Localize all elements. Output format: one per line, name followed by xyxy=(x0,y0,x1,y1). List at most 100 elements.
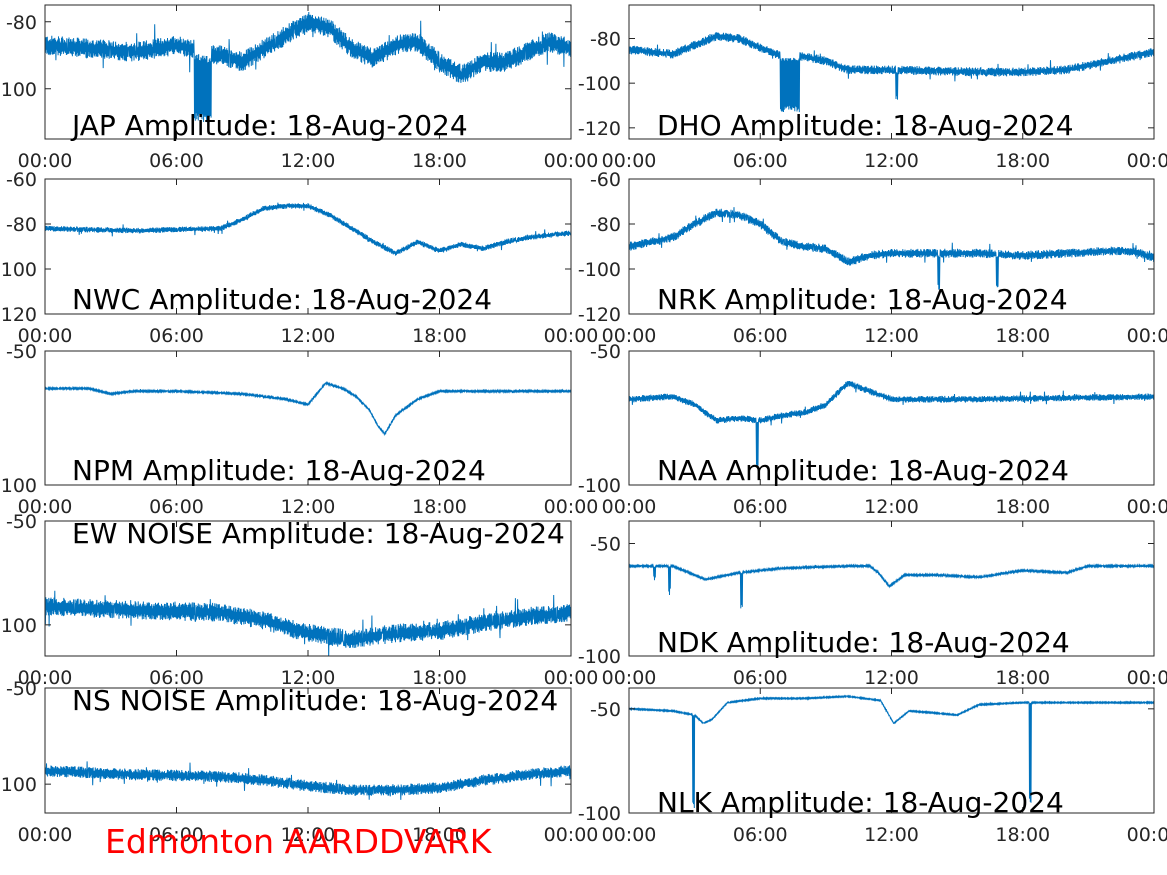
x-tick-label: 00:00 xyxy=(18,150,73,172)
x-tick-label: 00:00 xyxy=(18,496,73,518)
x-tick-label: 18:00 xyxy=(995,667,1050,689)
x-tick-label: 06:00 xyxy=(149,667,204,689)
x-tick-label: 18:00 xyxy=(412,150,467,172)
x-tick-label: 12:00 xyxy=(864,824,919,846)
x-tick-label: 00:00 xyxy=(544,667,599,689)
x-tick-label: 00:00 xyxy=(544,150,599,172)
chart-panel: 00:00 06:00 12:00 18:00 00:00 -80 -100 JAP Ampl… xyxy=(0,4,599,172)
x-tick-label: 18:00 xyxy=(995,824,1050,846)
x-tick-label: 06:00 xyxy=(733,496,788,518)
chart-panel: 00:00 06:00 12:00 18:00 00:00 -60 -80 -100 -120 N… xyxy=(0,169,598,347)
x-tick-label: 18:00 xyxy=(995,150,1050,172)
x-tick-label: 18:00 xyxy=(412,824,467,846)
y-tick-label: -50 xyxy=(6,678,37,700)
x-tick-label: 18:00 xyxy=(995,325,1050,347)
x-tick-label: 00:00 xyxy=(1127,824,1167,846)
x-tick-label: 00:00 xyxy=(544,496,599,518)
series-line xyxy=(629,32,1154,113)
x-tick-label: 00:00 xyxy=(544,325,599,347)
x-tick-label: 06:00 xyxy=(149,824,204,846)
x-tick-label: 12:00 xyxy=(281,496,336,518)
series-line xyxy=(629,694,1154,809)
x-tick-label: 00:00 xyxy=(602,325,657,347)
x-tick-label: 00:00 xyxy=(18,325,73,347)
y-tick-label: -100 xyxy=(0,475,37,497)
y-tick-label: -100 xyxy=(0,79,37,101)
x-tick-label: 12:00 xyxy=(281,824,336,846)
x-tick-label: 00:00 xyxy=(1127,496,1167,518)
x-tick-label: 06:00 xyxy=(733,150,788,172)
chart-panel: 00:00 06:00 12:00 18:00 00:00 -50 -100 NLK Ampl… xyxy=(578,687,1167,846)
x-tick-label: 00:00 xyxy=(18,667,73,689)
chart-panel: 00:00 06:00 12:00 18:00 00:00 -50 -100 NPM Ampl… xyxy=(0,341,598,518)
y-tick-label: -100 xyxy=(578,259,621,281)
x-tick-label: 12:00 xyxy=(864,496,919,518)
panel-title: NDK Amplitude: 18-Aug-2024 xyxy=(657,626,1070,659)
panel-title: DHO Amplitude: 18-Aug-2024 xyxy=(657,109,1074,142)
panel-title: NWC Amplitude: 18-Aug-2024 xyxy=(72,283,492,316)
x-tick-label: 06:00 xyxy=(733,824,788,846)
series-line xyxy=(629,380,1154,468)
series-line xyxy=(45,11,571,123)
y-tick-label: -120 xyxy=(0,304,37,326)
x-tick-label: 00:00 xyxy=(18,824,73,846)
chart-panel: 00:00 06:00 12:00 18:00 00:00 -50 -100 EW NOISE… xyxy=(0,511,598,689)
y-tick-label: -100 xyxy=(578,803,621,825)
x-tick-label: 12:00 xyxy=(864,667,919,689)
chart-panel: 00:00 06:00 12:00 18:00 00:00 -50 -100 NS NOISE… xyxy=(0,678,598,846)
x-tick-label: 12:00 xyxy=(281,667,336,689)
y-tick-label: -60 xyxy=(6,169,37,191)
y-tick-label: -100 xyxy=(0,615,37,637)
y-tick-label: -50 xyxy=(590,534,621,556)
x-tick-label: 18:00 xyxy=(995,496,1050,518)
x-tick-label: 18:00 xyxy=(412,667,467,689)
x-tick-label: 12:00 xyxy=(864,325,919,347)
y-tick-label: -50 xyxy=(590,341,621,363)
x-tick-label: 06:00 xyxy=(149,325,204,347)
y-tick-label: -120 xyxy=(578,304,621,326)
chart-panel: 00:00 06:00 12:00 18:00 00:00 -80 -100 -120 DHO … xyxy=(578,4,1167,172)
series-line xyxy=(629,563,1154,609)
y-tick-label: -100 xyxy=(578,475,621,497)
y-tick-label: -100 xyxy=(0,259,37,281)
y-tick-label: -50 xyxy=(6,341,37,363)
panel-title: NS NOISE Amplitude: 18-Aug-2024 xyxy=(72,684,558,717)
y-tick-label: -100 xyxy=(0,774,37,796)
x-tick-label: 00:00 xyxy=(1127,667,1167,689)
y-tick-label: -80 xyxy=(590,214,621,236)
y-tick-label: -50 xyxy=(6,511,37,533)
panel-title: NPM Amplitude: 18-Aug-2024 xyxy=(72,454,486,487)
chart-panel: 00:00 06:00 12:00 18:00 00:00 -60 -80 -100 -120 N… xyxy=(578,169,1167,347)
x-tick-label: 00:00 xyxy=(602,824,657,846)
x-tick-label: 12:00 xyxy=(281,325,336,347)
x-tick-label: 00:00 xyxy=(544,824,599,846)
station-label: Edmonton AARDDVARK xyxy=(105,822,493,861)
panel-title: NAA Amplitude: 18-Aug-2024 xyxy=(657,454,1069,487)
y-tick-label: -80 xyxy=(590,29,621,51)
x-tick-label: 12:00 xyxy=(281,150,336,172)
x-tick-label: 12:00 xyxy=(864,150,919,172)
x-tick-label: 00:00 xyxy=(602,150,657,172)
panel-title: NLK Amplitude: 18-Aug-2024 xyxy=(657,786,1064,819)
x-tick-label: 00:00 xyxy=(1127,150,1167,172)
series-line xyxy=(629,207,1154,290)
series-line xyxy=(45,590,571,656)
series-line xyxy=(45,761,571,800)
x-tick-label: 00:00 xyxy=(602,667,657,689)
chart-panel: 00:00 06:00 12:00 18:00 00:00 -50 -100 NAA Ampl… xyxy=(578,341,1167,518)
y-tick-label: -80 xyxy=(6,214,37,236)
x-tick-label: 06:00 xyxy=(149,496,204,518)
y-tick-label: -100 xyxy=(578,646,621,668)
panel-title: NRK Amplitude: 18-Aug-2024 xyxy=(657,283,1068,316)
chart-panel: 00:00 06:00 12:00 18:00 00:00 -50 -100 NDK Ampl… xyxy=(578,520,1167,689)
x-tick-label: 06:00 xyxy=(149,150,204,172)
x-tick-label: 00:00 xyxy=(602,496,657,518)
panel-title: EW NOISE Amplitude: 18-Aug-2024 xyxy=(72,517,565,550)
x-tick-label: 06:00 xyxy=(733,667,788,689)
x-tick-label: 00:00 xyxy=(1127,325,1167,347)
y-tick-label: -50 xyxy=(590,699,621,721)
series-line xyxy=(45,202,571,256)
x-tick-label: 06:00 xyxy=(733,325,788,347)
x-tick-label: 18:00 xyxy=(412,325,467,347)
